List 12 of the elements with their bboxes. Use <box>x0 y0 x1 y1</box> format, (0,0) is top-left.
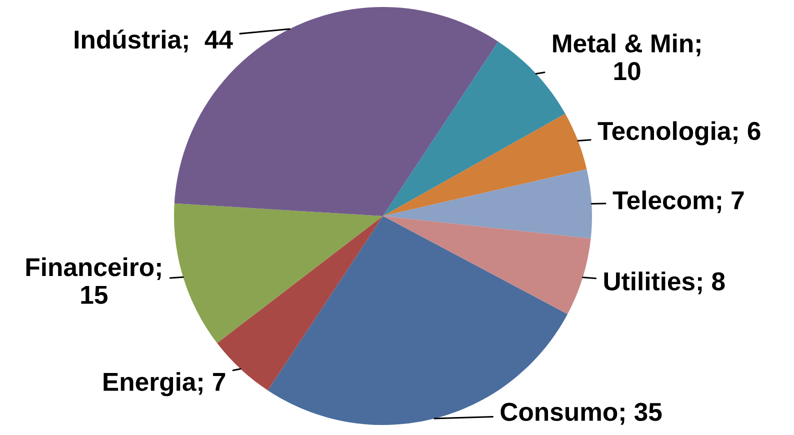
data-label: Metal & Min; 10 <box>553 34 700 80</box>
data-label: Indústria; 44 <box>74 30 233 52</box>
data-label: Consumo; 35 <box>500 402 662 425</box>
data-label: Energia; 7 <box>104 372 226 396</box>
pie-slice <box>383 216 591 314</box>
pie-slice <box>174 203 383 344</box>
data-label: Tecnologia; 6 <box>598 121 760 146</box>
pie-slice <box>383 114 587 216</box>
pie-slice <box>383 169 592 239</box>
data-label: Financeiro; 15 <box>26 257 161 304</box>
data-label: Telecom; 7 <box>612 190 744 214</box>
data-label: Utilities; 8 <box>604 272 725 294</box>
